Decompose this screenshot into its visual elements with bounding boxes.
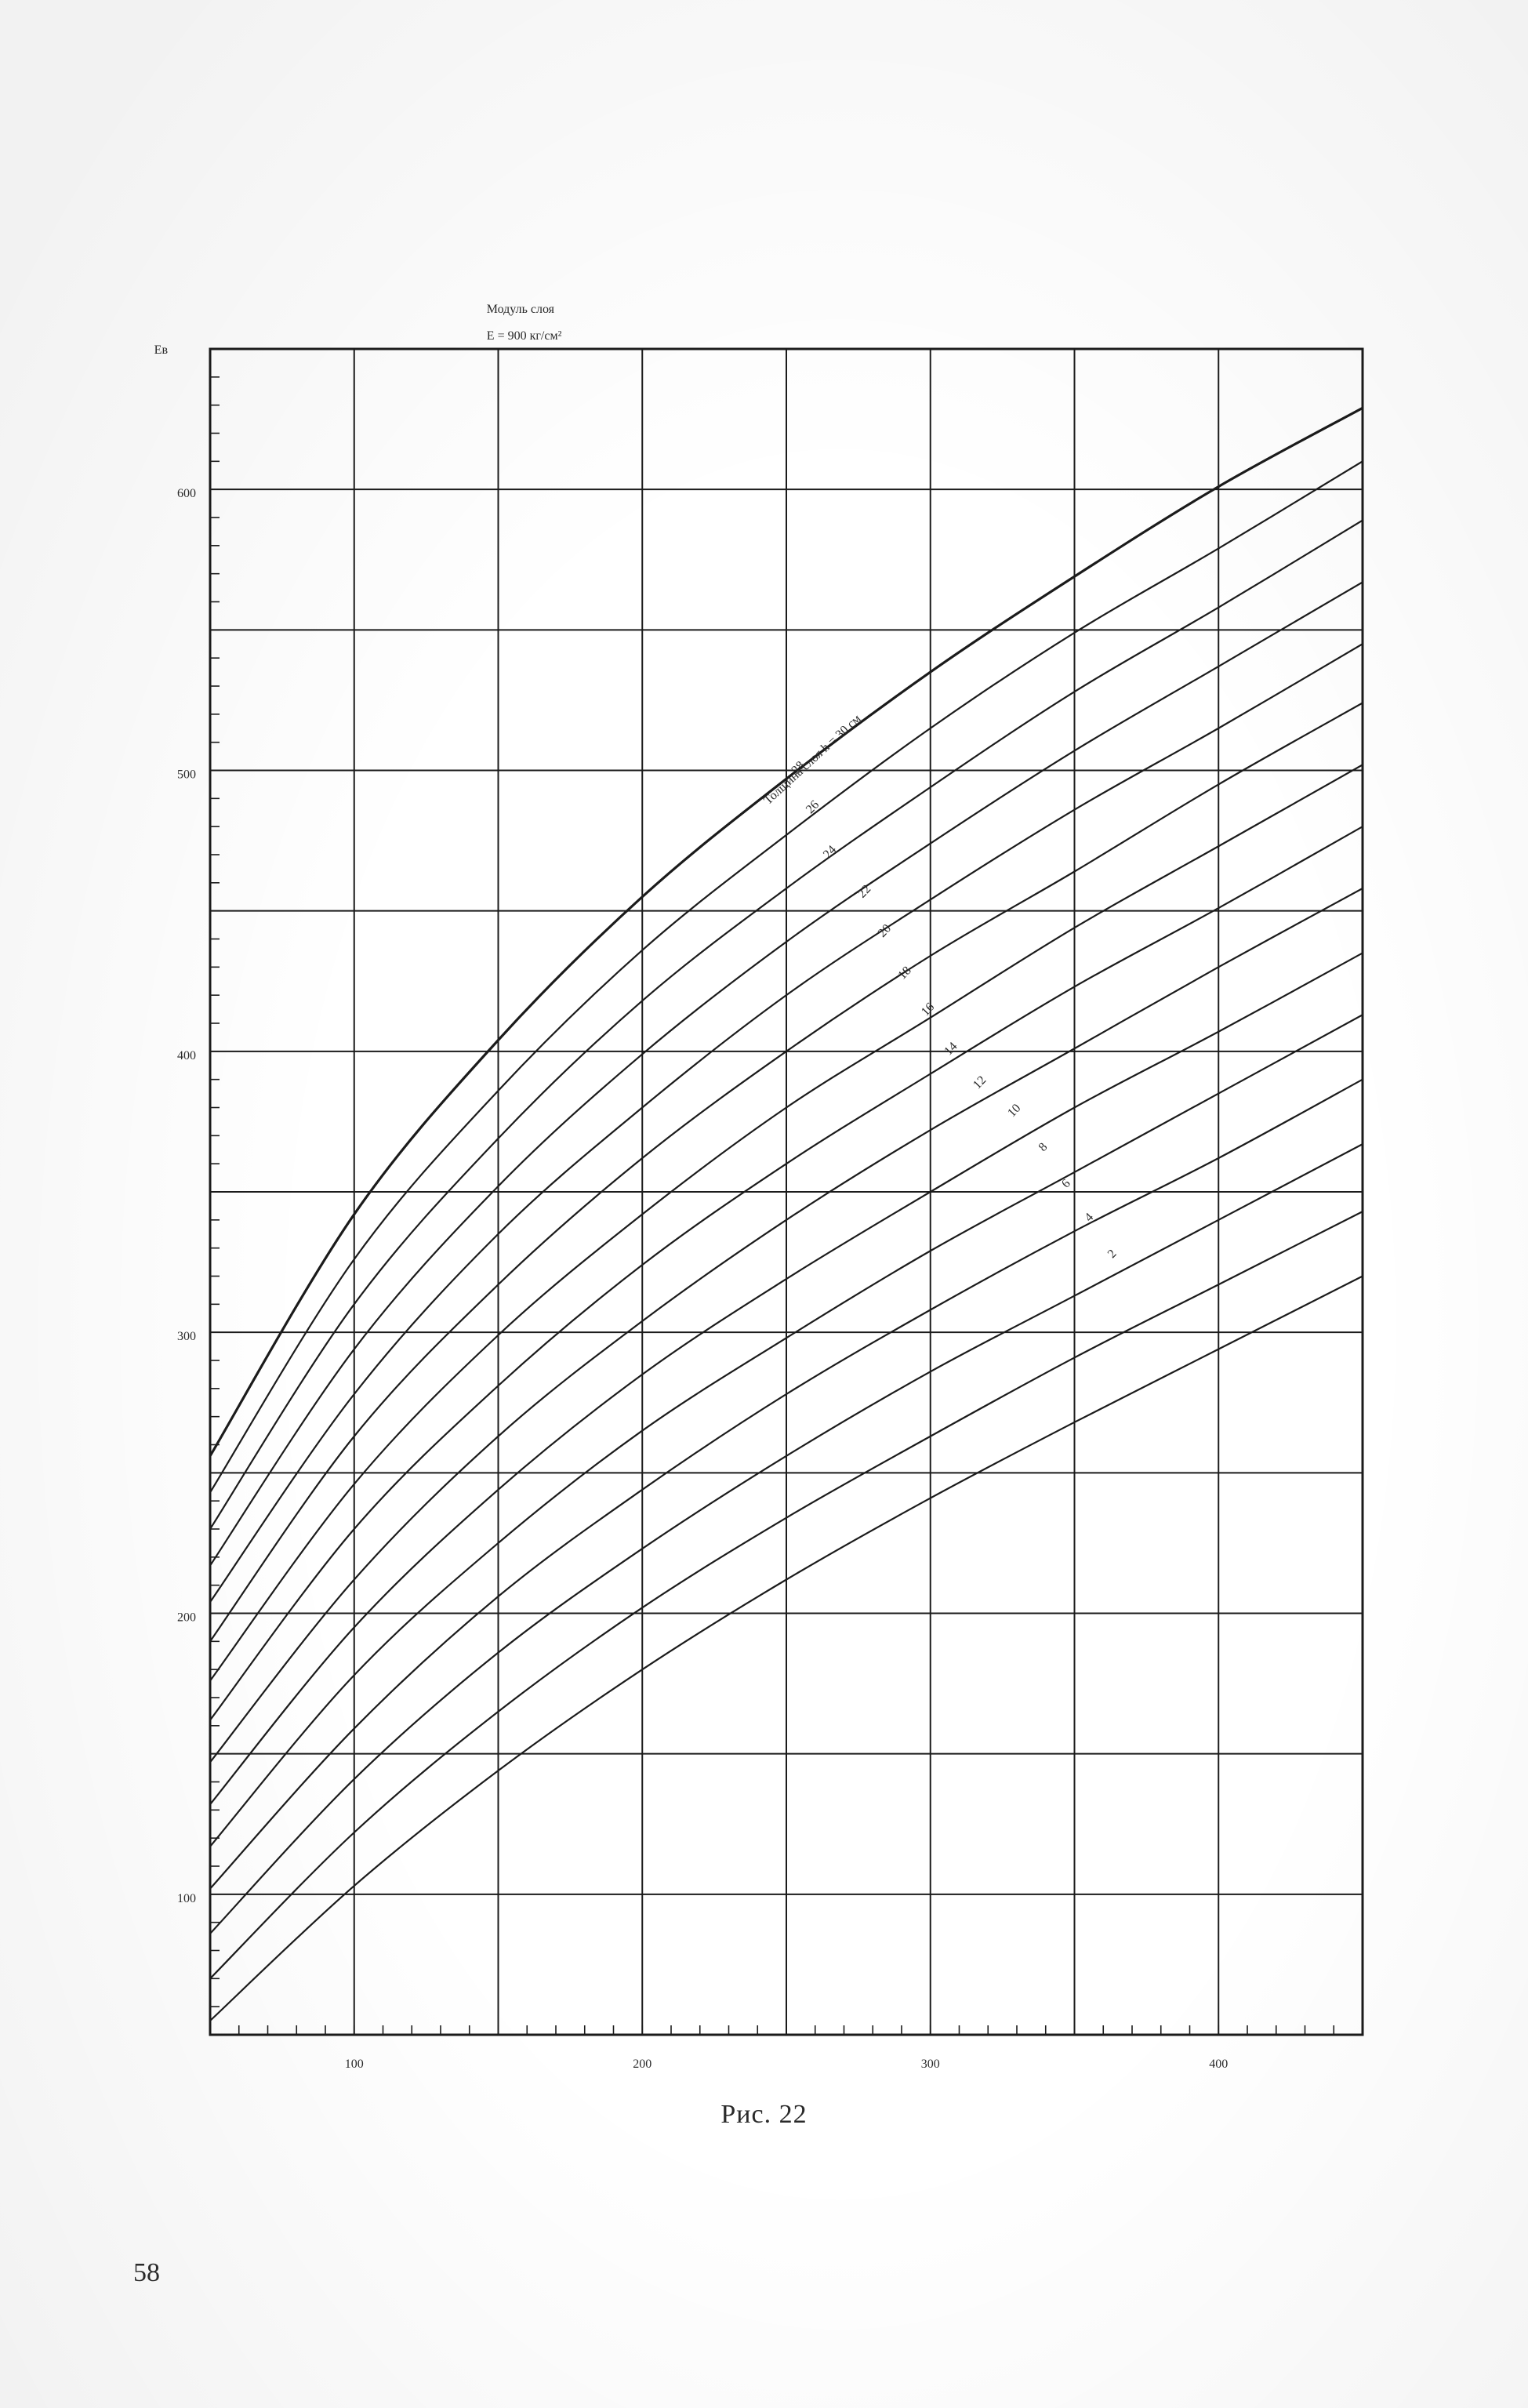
curve-inline-label: 14 xyxy=(942,1040,960,1058)
page-number: 58 xyxy=(133,2258,160,2288)
x-tick-label: 100 xyxy=(345,2058,364,2071)
curve-inline-label: 10 xyxy=(1005,1102,1023,1120)
figure-caption: Рис. 22 xyxy=(0,2100,1528,2130)
x-tick-label: 200 xyxy=(633,2058,651,2071)
curve-inline-label: 26 xyxy=(804,798,822,816)
chart-title-line: E = 900 кг/см² xyxy=(487,329,562,343)
y-tick-label: 300 xyxy=(177,1330,196,1343)
x-tick-label: 400 xyxy=(1209,2058,1228,2071)
curve-inline-label: 22 xyxy=(855,882,873,900)
curve-inline-label: 12 xyxy=(971,1073,989,1091)
y-tick-label: 400 xyxy=(177,1049,196,1062)
curve-inline-label: 6 xyxy=(1059,1177,1073,1191)
curve-inline-label: 4 xyxy=(1082,1211,1096,1225)
curve-inline-label: 18 xyxy=(895,964,913,982)
curve-inline-label: 24 xyxy=(821,843,839,861)
x-tick-label: 300 xyxy=(921,2058,940,2071)
y-tick-label: 600 xyxy=(177,487,196,500)
y-tick-label: 500 xyxy=(177,768,196,782)
y-tick-label: 100 xyxy=(177,1892,196,1905)
nomograph-chart: 100 200 300 400 100 200 300 400 500 600 Eв Модуль с… xyxy=(0,0,1528,2408)
curve-inline-label: 8 xyxy=(1036,1140,1051,1154)
curve-inline-label: 2 xyxy=(1105,1248,1120,1262)
y-axis-label: Eв xyxy=(154,343,169,357)
y-tick-label: 200 xyxy=(177,1611,196,1625)
page: 100 200 300 400 100 200 300 400 500 600 Eв Модуль с… xyxy=(0,0,1528,2408)
curve-family-label: Толщина слоя h = 30 см xyxy=(761,712,863,808)
chart-title-line: Модуль слоя xyxy=(487,303,555,316)
